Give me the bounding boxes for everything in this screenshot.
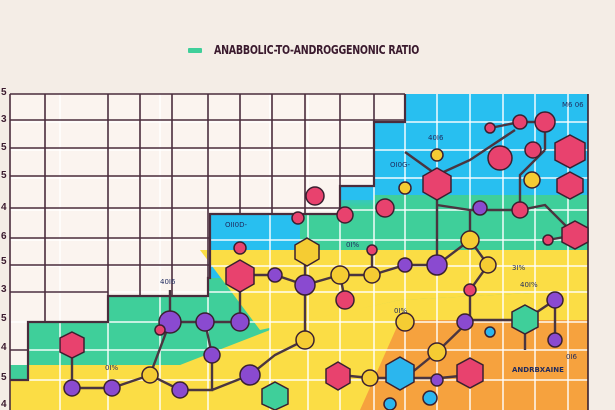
y-tick: 6 — [1, 231, 7, 242]
y-tick: 3 — [1, 284, 7, 295]
hexagon-ring-icon — [325, 361, 351, 391]
hexagon-ring-icon — [385, 356, 415, 391]
y-tick: 4 — [1, 399, 7, 410]
annotation-label: 0I% — [394, 307, 408, 315]
annotation-label: 3I% — [512, 264, 526, 272]
grid-lines-outer — [9, 93, 589, 410]
hexagon-ring-icon — [561, 220, 589, 250]
hexagon-ring-icon — [554, 134, 586, 169]
y-tick: 5 — [1, 142, 7, 153]
chart-legend: ANABBOLIC-TO-ANDROGGENONIC RATIO — [188, 43, 447, 57]
annotation-label: 40I6 — [428, 134, 444, 142]
annotation-label: 0I6 — [566, 353, 578, 361]
hexagon-ring-icon — [59, 331, 85, 359]
annotation-label: ANDRBXAINE — [512, 366, 564, 374]
annotation-label: 0I% — [346, 241, 360, 249]
y-tick: 5 — [1, 256, 7, 267]
y-tick: 5 — [1, 313, 7, 324]
legend-swatch — [188, 47, 202, 53]
y-tick: 5 — [1, 170, 7, 181]
hexagon-ring-icon — [456, 357, 484, 389]
annotation-label: 0I% — [105, 364, 119, 372]
hexagon-ring-icon — [294, 237, 320, 267]
annotation-label: 40I% — [520, 281, 538, 289]
y-tick: 3 — [1, 114, 7, 125]
y-tick: 4 — [1, 342, 7, 353]
annotation-label: M6 06 — [562, 101, 584, 109]
annotation-label: OII0D- — [225, 221, 247, 229]
molecule-atoms — [59, 111, 589, 410]
legend-label: ANABBOLIC-TO-ANDROGGENONIC RATIO — [214, 43, 420, 57]
y-tick: 5 — [1, 87, 7, 98]
hexagon-ring-icon — [225, 259, 255, 293]
hexagon-ring-icon — [556, 171, 584, 200]
hexagon-ring-icon — [261, 381, 289, 410]
annotation-labels: 40I6 OI0G- OII0D- 0I% 40I6 0I% 3I% 40I% … — [105, 101, 584, 374]
hexagon-ring-icon — [511, 304, 539, 335]
hexagon-ring-icon — [422, 167, 452, 201]
y-tick: 5 — [1, 372, 7, 383]
annotation-label: 40I6 — [160, 278, 176, 286]
y-tick: 4 — [1, 202, 7, 213]
annotation-label: OI0G- — [390, 161, 410, 169]
